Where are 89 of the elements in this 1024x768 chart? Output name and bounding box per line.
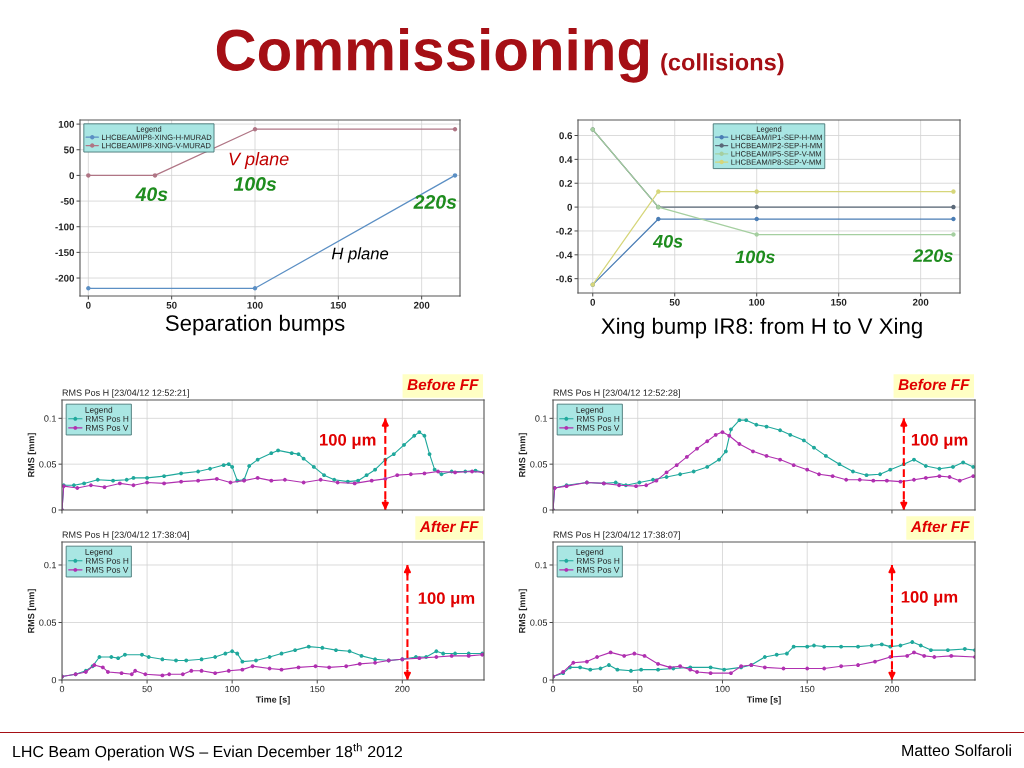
x-tick-label: 150	[310, 685, 325, 693]
annotation: 220s	[413, 195, 457, 209]
legend-label: RMS Pos H	[577, 557, 620, 564]
text: (collisions)	[661, 53, 784, 76]
legend-label: RMS Pos H	[86, 557, 129, 564]
legend-label: RMS Pos V	[577, 566, 620, 573]
x-tick-label: 100	[247, 301, 263, 309]
y-tick-label: -0.2	[556, 227, 573, 235]
text: Before FF	[898, 378, 970, 391]
x-tick-label: 200	[413, 301, 430, 309]
x-tick-label: 200	[884, 685, 900, 693]
y-tick-label: 0.1	[535, 415, 548, 422]
y-tick-label: -100	[55, 223, 75, 231]
x-tick-label: 150	[800, 685, 815, 693]
legend-title: Legend	[576, 548, 604, 557]
x-axis-title: Time [s]	[255, 696, 290, 705]
x-tick-label: 50	[633, 685, 643, 693]
chart-title: RMS Pos H [23/04/12 17:38:04]	[62, 531, 189, 540]
x-tick-label: 100	[715, 685, 730, 693]
y-tick-label: 0	[51, 676, 57, 684]
y-tick-label: -50	[60, 197, 75, 205]
x-tick-label: 50	[142, 685, 152, 693]
y-tick-label: 0	[567, 203, 573, 211]
y-tick-label: 0.1	[44, 561, 57, 569]
legend-title: Legend	[85, 548, 113, 557]
y-axis-title: RMS [mm]	[27, 433, 37, 477]
text: LHC Beam Operation WS – Evian December 18$^{th}$ 2012	[13, 743, 402, 761]
text: Separation bumps	[165, 314, 345, 336]
annotation: 220s	[912, 249, 953, 263]
y-tick-label: 100	[58, 120, 75, 128]
legend-label: RMS Pos V	[577, 424, 620, 431]
annotation: 100 μm	[901, 590, 958, 606]
y-tick-label: 0.4	[559, 156, 573, 163]
y-tick-label: 0.1	[535, 561, 548, 569]
annotation: 100s	[735, 250, 775, 264]
text: Before FF	[407, 378, 479, 391]
y-tick-label: 0.05	[39, 619, 57, 626]
annotation: 100s	[233, 177, 277, 191]
x-tick-label: 50	[166, 301, 177, 309]
x-tick-label: 0	[590, 298, 596, 306]
x-tick-label: 150	[831, 298, 847, 306]
chart-title: RMS Pos H [23/04/12 17:38:07]	[553, 531, 680, 540]
annotation: 100 μm	[320, 433, 376, 449]
annotation: H plane	[331, 247, 389, 263]
x-tick-label: 100	[749, 298, 765, 306]
y-tick-label: 50	[63, 146, 75, 154]
y-tick-label: 0	[51, 506, 57, 514]
x-tick-label: 200	[395, 685, 410, 693]
y-tick-label: 0	[542, 676, 548, 684]
y-axis-title: RMS [mm]	[518, 589, 528, 633]
x-axis-title: Time [s]	[746, 696, 781, 705]
annotation: 100 μm	[911, 433, 968, 449]
y-tick-label: -0.6	[556, 275, 573, 283]
x-tick-label: 150	[330, 301, 347, 309]
x-tick-label: 200	[912, 298, 929, 306]
x-tick-label: 0	[550, 685, 556, 693]
y-tick-label: 0.1	[44, 415, 57, 422]
y-axis-title: RMS [mm]	[518, 433, 528, 477]
x-tick-label: 50	[669, 298, 680, 306]
y-tick-label: 0	[542, 506, 548, 514]
y-tick-label: -150	[55, 249, 75, 256]
legend-title: Legend	[576, 406, 604, 415]
text: Commissioning	[216, 28, 649, 83]
annotation: 40s	[652, 234, 683, 248]
y-tick-label: -0.4	[556, 251, 573, 259]
text: After FF	[419, 520, 479, 533]
legend-label: RMS Pos H	[577, 415, 620, 422]
chart-title: RMS Pos H [23/04/12 12:52:21]	[62, 389, 189, 398]
x-tick-label: 0	[86, 301, 91, 309]
text: Matteo Solfaroli	[902, 744, 1011, 757]
y-tick-label: 0.05	[530, 619, 548, 626]
x-tick-label: 100	[225, 685, 240, 693]
chart-title: RMS Pos H [23/04/12 12:52:28]	[553, 389, 680, 398]
y-tick-label: 0.6	[559, 132, 573, 140]
annotation: 100 μm	[418, 592, 475, 608]
legend-label: RMS Pos V	[86, 424, 129, 431]
y-tick-label: -200	[55, 274, 75, 282]
legend-label: RMS Pos V	[86, 566, 129, 573]
annotation: 40s	[135, 187, 168, 202]
text: After FF	[910, 520, 970, 533]
annotation: V plane	[229, 152, 289, 169]
y-tick-label: 0.05	[39, 461, 57, 468]
legend-label: RMS Pos H	[86, 415, 129, 422]
y-tick-label: 0	[69, 172, 75, 180]
text: Xing bump IR8: from H to V Xing	[601, 317, 922, 339]
y-axis-title: RMS [mm]	[27, 589, 37, 633]
y-tick-label: 0.2	[559, 179, 573, 187]
y-tick-label: 0.05	[530, 461, 548, 468]
legend-title: Legend	[85, 406, 113, 415]
